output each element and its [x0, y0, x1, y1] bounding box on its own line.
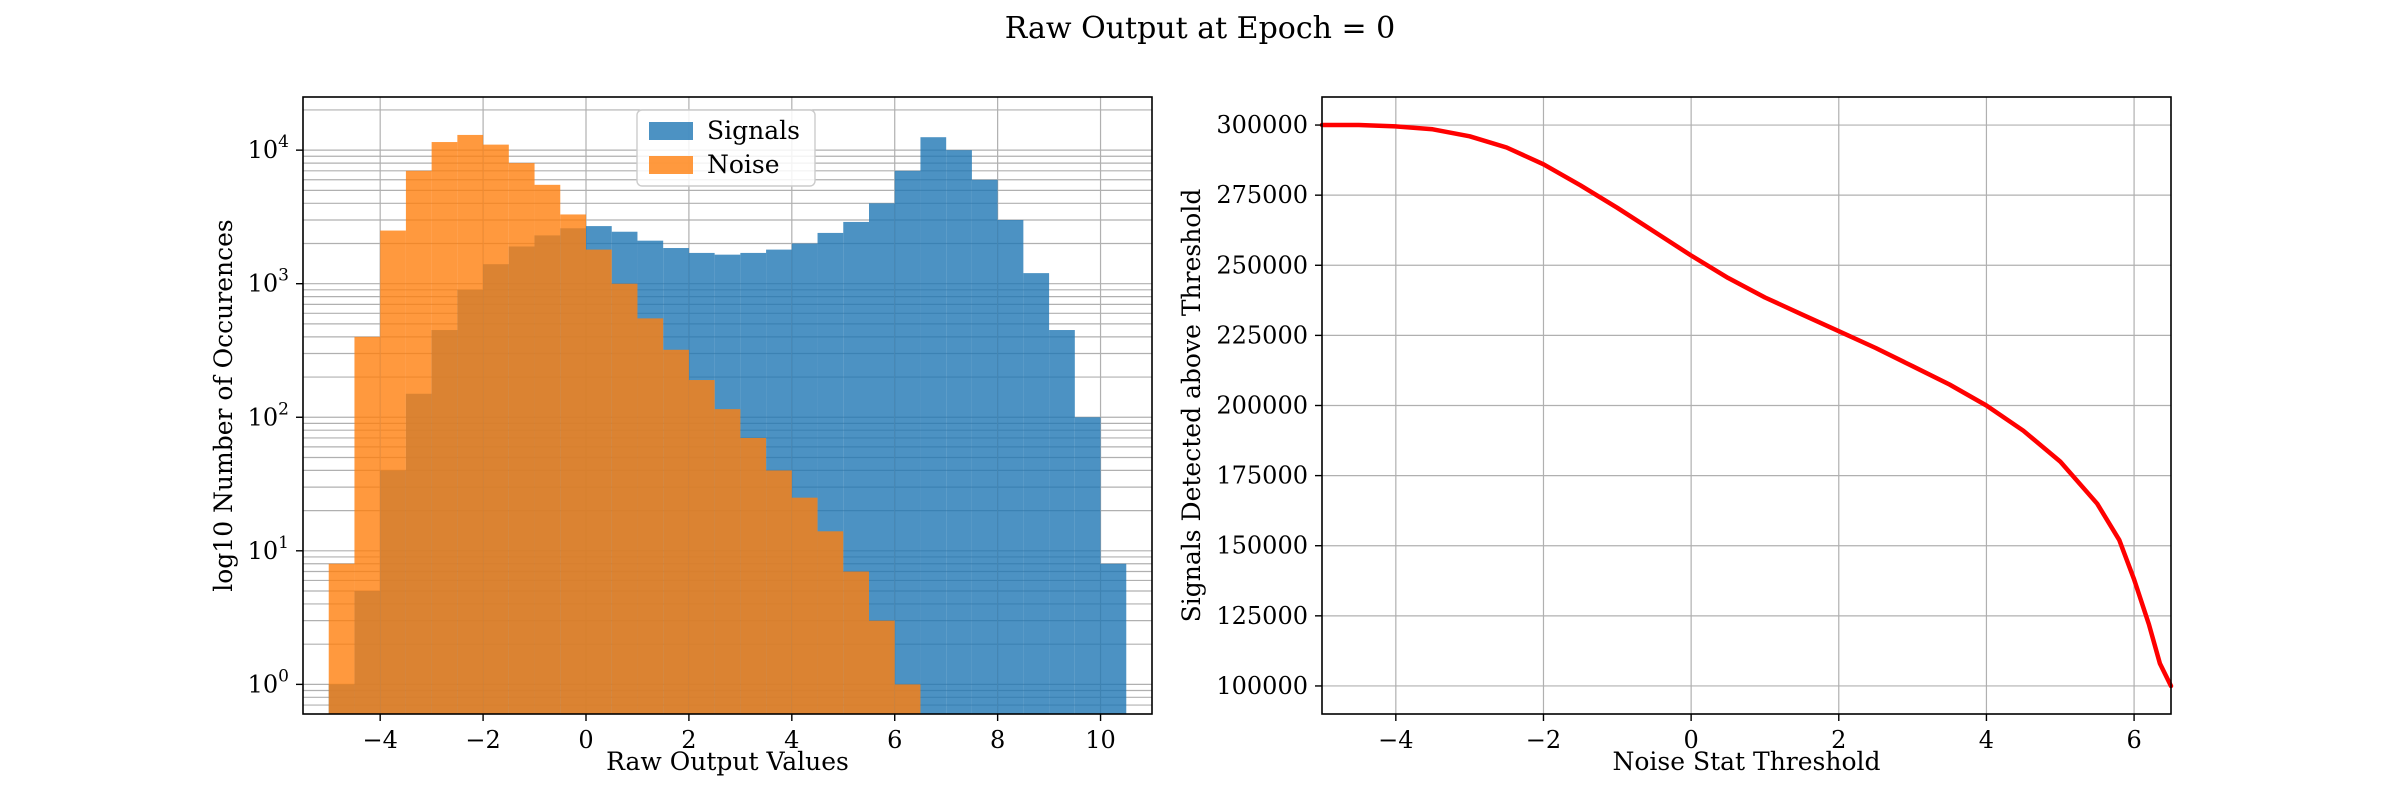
histogram-frame	[302, 96, 1153, 715]
histogram-bar-noise	[791, 497, 818, 714]
histogram-bar-signals	[971, 179, 998, 714]
y-tick-label: 150000	[1216, 532, 1308, 560]
x-tick-label: 0	[578, 726, 593, 754]
y-tick-exponent: 2	[278, 399, 289, 419]
histogram-bar-noise	[637, 318, 664, 714]
y-tick-exponent: 1	[278, 533, 289, 553]
histogram-bar-noise	[688, 380, 715, 714]
legend-swatch-noise	[649, 156, 693, 174]
y-tick-label: 102	[248, 399, 289, 431]
y-tick-label: 275000	[1216, 181, 1308, 209]
y-tick-label: 101	[248, 533, 289, 565]
y-axis-label: log10 Number of Occurences	[209, 219, 238, 592]
histogram-bar-noise	[508, 163, 535, 714]
x-tick-label: 8	[990, 726, 1005, 754]
histogram-bar-noise	[843, 571, 869, 714]
histogram-bar-noise	[328, 563, 355, 714]
x-tick-label: −2	[465, 726, 500, 754]
histogram-bar-noise	[740, 437, 767, 714]
figure-suptitle: Raw Output at Epoch = 0	[1005, 11, 1396, 46]
x-tick-label: 0	[1683, 726, 1698, 754]
histogram-bar-signals	[1023, 273, 1050, 714]
histogram-bar-signals	[920, 137, 947, 714]
y-tick-base: 10	[248, 403, 279, 431]
histogram-bar-noise	[380, 230, 406, 714]
histogram-bar-noise	[817, 531, 844, 714]
x-axis-label: Noise Stat Threshold	[1612, 747, 1880, 776]
series-noise	[328, 134, 921, 714]
histogram-bar-signals	[1049, 330, 1075, 714]
y-tick-base: 10	[248, 537, 279, 565]
histogram-bar-noise	[354, 336, 381, 714]
histogram-bar-signals	[1100, 563, 1127, 714]
histogram-bar-signals	[1074, 417, 1101, 714]
y-tick-label: 200000	[1216, 392, 1308, 420]
y-tick-label: 250000	[1216, 251, 1308, 279]
histogram-bar-signals	[894, 170, 921, 714]
histogram-bar-noise	[766, 470, 792, 714]
histogram-bar-signals	[997, 219, 1024, 714]
x-tick-label: 4	[784, 726, 799, 754]
histogram-bar-noise	[714, 409, 741, 714]
y-tick-label: 100000	[1216, 672, 1308, 700]
x-tick-label: 6	[2126, 726, 2141, 754]
y-tick-label: 100	[248, 666, 289, 698]
x-tick-label: 6	[887, 726, 902, 754]
y-tick-exponent: 0	[278, 666, 289, 686]
histogram-bar-noise	[663, 349, 689, 714]
y-tick-exponent: 3	[278, 266, 289, 286]
histogram-bar-noise	[611, 283, 638, 714]
legend-label-signals: Signals	[707, 116, 800, 145]
x-tick-label: −4	[362, 726, 397, 754]
line-grid	[1322, 97, 2171, 714]
x-axis-label: Raw Output Values	[606, 747, 849, 776]
y-tick-base: 10	[248, 270, 279, 298]
y-tick-exponent: 4	[278, 132, 289, 152]
x-tick-label: 4	[1979, 726, 1994, 754]
series-line-signals-detected	[1319, 122, 2174, 689]
histogram-bar-noise	[405, 170, 432, 714]
y-tick-label: 300000	[1216, 111, 1308, 139]
legend-swatch-signals	[649, 122, 693, 140]
y-axis-label: Signals Detected above Threshold	[1177, 189, 1206, 623]
histogram-bar-noise	[431, 142, 458, 714]
histogram-bar-signals	[946, 150, 972, 714]
histogram-bar-noise	[483, 144, 509, 714]
legend: Signals Noise	[636, 109, 816, 187]
legend-label-noise: Noise	[707, 150, 780, 179]
y-tick-label: 125000	[1216, 602, 1308, 630]
threshold-line-chart: −4 −2 0 2 4 6 100000 125000 150000 175000 200000 22…	[1177, 96, 2174, 776]
histogram-bar-noise	[534, 184, 561, 714]
y-tick-label: 103	[248, 266, 289, 298]
histogram-bar-noise	[869, 620, 895, 714]
histogram-bar-noise	[894, 684, 921, 714]
histogram-bar-noise	[586, 249, 612, 714]
x-tick-label: 2	[1831, 726, 1846, 754]
y-tick-base: 10	[248, 670, 279, 698]
y-tick-label: 225000	[1216, 321, 1308, 349]
y-tick-label: 104	[248, 132, 289, 164]
histogram-bar-noise	[457, 134, 484, 714]
x-tick-label: 10	[1085, 726, 1116, 754]
histogram-bar-noise	[560, 214, 586, 714]
x-tick-label: 2	[681, 726, 696, 754]
x-tick-label: −2	[1526, 726, 1561, 754]
y-tick-label: 175000	[1216, 462, 1308, 490]
y-tick-base: 10	[248, 136, 279, 164]
x-tick-label: −4	[1378, 726, 1413, 754]
